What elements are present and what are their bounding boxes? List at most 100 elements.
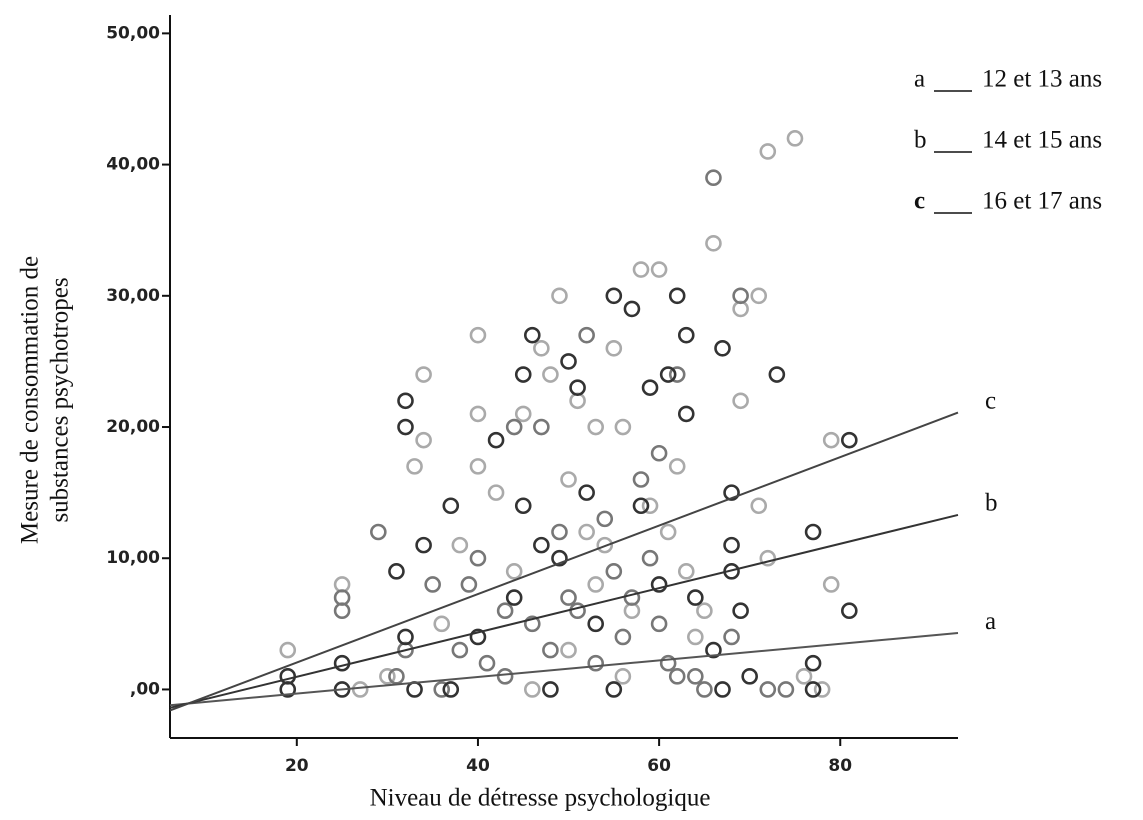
point xyxy=(478,654,496,672)
point xyxy=(370,523,387,541)
point xyxy=(469,405,487,423)
point xyxy=(433,681,451,698)
line-label: a xyxy=(985,608,996,635)
point xyxy=(415,536,432,554)
point xyxy=(523,681,541,698)
point xyxy=(641,379,659,396)
point xyxy=(813,681,831,698)
point xyxy=(759,681,777,698)
point xyxy=(641,497,659,515)
point xyxy=(424,576,441,593)
legend-label: 16 et 17 ans xyxy=(982,188,1102,215)
point xyxy=(659,654,677,672)
point xyxy=(469,549,487,567)
point xyxy=(705,641,722,659)
point xyxy=(514,497,532,515)
point xyxy=(723,628,740,646)
point xyxy=(496,602,514,620)
point xyxy=(487,484,505,501)
point xyxy=(523,615,541,633)
point xyxy=(677,405,695,423)
point xyxy=(650,261,668,278)
line-label: c xyxy=(985,387,996,414)
point xyxy=(560,471,577,488)
y-axis-title: substances psychotropes xyxy=(47,277,74,522)
point xyxy=(605,681,623,698)
point xyxy=(496,668,514,685)
point xyxy=(533,418,550,436)
point xyxy=(514,405,532,423)
y-tick-label: 40,00 xyxy=(106,155,160,175)
y-tick-label: 10,00 xyxy=(106,548,160,568)
point xyxy=(696,681,713,698)
legend-key: b xyxy=(914,127,927,154)
fit-line xyxy=(169,411,959,712)
point xyxy=(614,668,632,685)
x-tick-label: 80 xyxy=(828,756,852,776)
point xyxy=(650,444,668,462)
point xyxy=(397,418,414,436)
point xyxy=(705,235,722,252)
point xyxy=(677,563,695,580)
point xyxy=(641,549,659,567)
point xyxy=(596,536,614,554)
point xyxy=(442,497,460,515)
point xyxy=(705,169,722,187)
point xyxy=(723,536,740,554)
point xyxy=(759,143,777,160)
point xyxy=(668,366,686,383)
legend-label: 14 et 15 ans xyxy=(982,127,1102,154)
point xyxy=(632,261,650,278)
point xyxy=(551,287,568,305)
point xyxy=(397,392,414,410)
point xyxy=(415,366,432,383)
point xyxy=(533,536,550,554)
point xyxy=(587,418,605,436)
point xyxy=(614,628,632,646)
x-tick-label: 20 xyxy=(285,756,309,776)
point xyxy=(542,641,559,659)
point xyxy=(650,615,668,633)
point xyxy=(714,681,731,698)
point xyxy=(379,668,396,685)
point xyxy=(469,326,487,344)
point xyxy=(632,497,650,515)
point xyxy=(569,602,586,620)
point xyxy=(533,339,550,357)
point xyxy=(569,379,586,396)
legend-label: 12 et 13 ans xyxy=(982,66,1102,93)
point xyxy=(388,668,405,685)
y-tick-label: 50,00 xyxy=(106,23,160,43)
point xyxy=(732,287,749,305)
x-axis-title: Niveau de détresse psychologique xyxy=(370,785,711,812)
point xyxy=(523,326,541,344)
point xyxy=(668,458,686,475)
point xyxy=(587,615,605,633)
point xyxy=(723,484,740,501)
y-tick-label: 30,00 xyxy=(106,286,160,306)
legend-key: a xyxy=(914,66,925,93)
point xyxy=(560,353,577,370)
point xyxy=(388,563,405,580)
point xyxy=(822,431,840,449)
point xyxy=(687,628,704,646)
point xyxy=(406,681,423,698)
point xyxy=(560,589,577,606)
point xyxy=(351,681,369,698)
point xyxy=(804,681,822,698)
point xyxy=(732,392,749,410)
point xyxy=(605,287,623,305)
point xyxy=(596,510,614,528)
point xyxy=(587,576,605,593)
y-tick-label: 20,00 xyxy=(106,417,160,437)
point xyxy=(333,654,351,672)
point xyxy=(578,523,595,541)
point xyxy=(415,431,432,449)
point xyxy=(659,366,677,383)
point xyxy=(804,523,822,541)
point xyxy=(469,628,487,646)
point xyxy=(659,523,677,541)
point xyxy=(841,602,858,620)
point xyxy=(487,431,505,449)
